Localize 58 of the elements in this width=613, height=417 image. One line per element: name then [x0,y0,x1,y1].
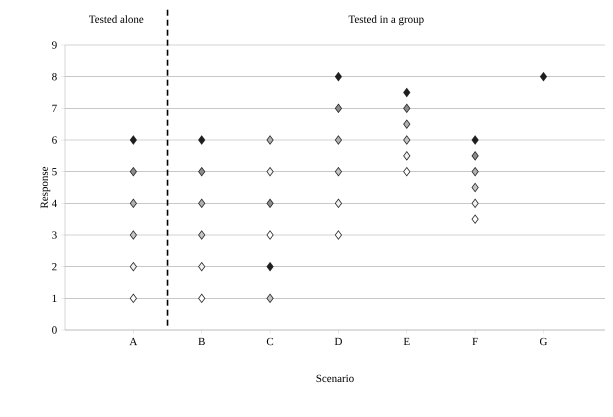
point [472,151,479,160]
point [540,72,548,82]
point [266,230,274,240]
point [266,294,274,303]
point [334,230,342,240]
y-tick-label: 2 [52,263,57,270]
point [472,182,479,192]
point [130,294,137,303]
point [472,135,479,145]
y-tick-label: 4 [52,200,57,207]
x-tick-label: F [472,338,478,346]
point [403,167,410,176]
point [472,167,479,176]
point [198,230,206,240]
text: Tested in a group [348,15,424,26]
y-tick-label: 7 [52,104,57,112]
y-tick-label: 6 [52,136,57,144]
y-tick-label: 9 [52,41,57,49]
point [198,294,206,303]
point [266,198,274,208]
point [334,135,342,145]
point [403,88,410,98]
y-tick-label: 5 [52,168,57,176]
x-tick-label: B [198,338,205,346]
point [334,198,342,208]
y-tick-label: 0 [52,326,57,334]
y-tick-label: 3 [52,231,57,239]
text: Tested alone [89,15,144,23]
point [334,167,342,176]
point [266,262,274,272]
point [266,135,274,145]
point [130,262,137,272]
point [130,230,137,240]
point [198,198,206,208]
point [198,167,206,176]
point [130,198,137,208]
point [334,104,342,113]
point [334,72,342,82]
y-tick-label: 8 [52,72,57,80]
y-axis-title: Response [40,166,50,208]
y-tick-label: 1 [52,294,56,302]
x-tick-label: C [266,338,274,346]
x-axis-title: Scenario [316,374,354,382]
point [472,198,479,208]
point [403,151,410,160]
x-tick-label: G [540,338,548,346]
point [266,167,274,176]
x-tick-label: E [404,338,410,346]
point [198,135,206,145]
point [198,262,206,272]
point [130,167,137,176]
point [403,135,410,145]
point [403,104,410,113]
point [130,135,137,145]
point [403,120,410,129]
point [472,214,479,224]
x-tick-label: A [130,338,138,346]
x-tick-label: D [334,338,342,346]
